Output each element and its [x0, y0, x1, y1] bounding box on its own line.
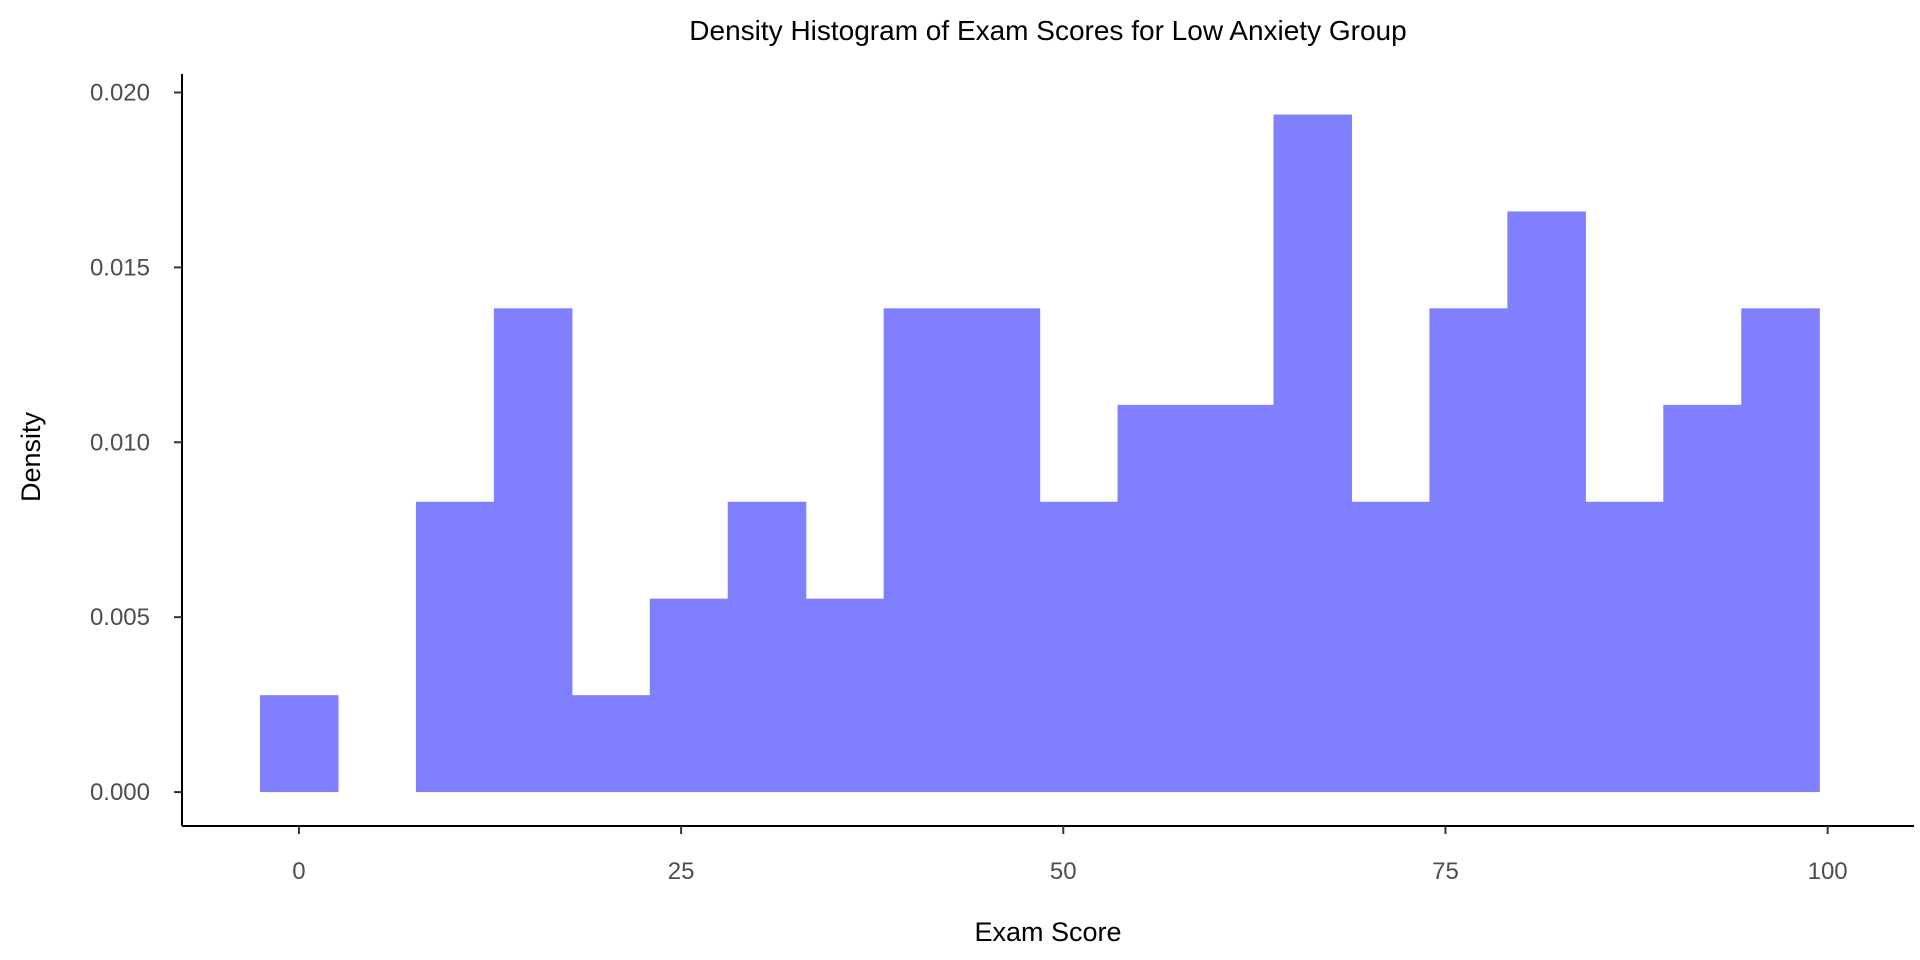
bars-group: [259, 114, 1820, 793]
histogram-bar: [1429, 308, 1508, 793]
histogram-bar: [883, 308, 963, 793]
y-axis-label: Density: [16, 411, 46, 502]
x-tick-label: 75: [1432, 858, 1459, 885]
y-tick-label: 0.015: [90, 254, 150, 281]
histogram-bar: [1585, 501, 1664, 793]
histogram-bar: [727, 501, 807, 793]
histogram-bar: [1507, 211, 1586, 793]
y-tick-label: 0.020: [90, 79, 150, 106]
histogram-bar: [493, 308, 573, 793]
x-axis-label: Exam Score: [974, 917, 1121, 947]
x-tick-label: 50: [1050, 858, 1077, 885]
y-tick-label: 0.010: [90, 429, 150, 456]
histogram-bar: [415, 501, 495, 793]
histogram-bar: [1117, 404, 1197, 793]
histogram-bar: [1741, 308, 1820, 793]
histogram-bar: [1195, 404, 1275, 793]
histogram-bar: [1351, 501, 1430, 793]
histogram-bar: [1663, 404, 1742, 793]
histogram-bar: [571, 695, 651, 793]
x-axis: 0 25 50 75 100: [182, 825, 1914, 885]
histogram-bar: [1039, 501, 1119, 793]
histogram-bar: [805, 598, 885, 793]
histogram-bar: [961, 308, 1041, 793]
x-tick-label: 0: [292, 858, 305, 885]
chart-title: Density Histogram of Exam Scores for Low…: [689, 15, 1406, 46]
x-tick-label: 25: [668, 858, 695, 885]
x-tick-label: 100: [1808, 858, 1848, 885]
y-tick-label: 0.005: [90, 604, 150, 631]
histogram-bar: [1273, 114, 1353, 793]
histogram-bar: [259, 695, 339, 793]
y-axis: 0.000 0.005 0.010 0.015 0.020: [90, 74, 183, 826]
histogram-bar: [649, 598, 729, 793]
y-tick-label: 0.000: [90, 779, 150, 806]
